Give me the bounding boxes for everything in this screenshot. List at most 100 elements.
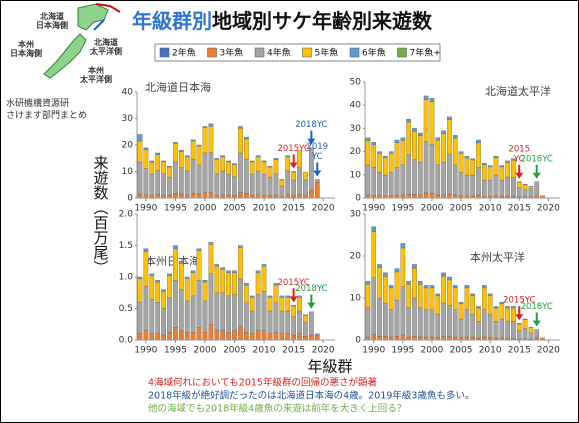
panel-title: 本州太平洋 xyxy=(470,250,525,264)
bar-segment xyxy=(452,137,458,165)
bar-segment xyxy=(400,334,406,341)
bar-segment xyxy=(155,154,161,171)
bar-segment xyxy=(226,270,231,273)
annotation: 2015YC xyxy=(277,278,309,288)
bar-segment xyxy=(238,128,243,154)
map-label-line: 太平洋側 xyxy=(89,46,122,56)
x-tick-label: 2005 xyxy=(450,204,473,214)
bar-segment xyxy=(137,302,143,334)
bar-segment xyxy=(184,155,190,158)
bar-segment xyxy=(522,319,528,329)
legend-label: 6年魚 xyxy=(362,47,386,59)
bar-segment xyxy=(528,332,534,340)
bar-segment xyxy=(476,142,481,168)
bar-segment xyxy=(308,147,314,191)
bar-segment xyxy=(255,170,261,195)
legend-swatch xyxy=(159,47,170,58)
bar-segment xyxy=(400,286,406,336)
bar-segment xyxy=(516,330,522,340)
bar-segment xyxy=(522,184,528,191)
annotation-arrowhead xyxy=(515,172,524,179)
bar-segment xyxy=(377,264,382,268)
bar-segment xyxy=(394,271,400,301)
bar-segment xyxy=(314,334,320,341)
bar-segment xyxy=(243,158,249,194)
bar-segment xyxy=(470,158,476,161)
bar-segment xyxy=(493,157,499,176)
bar-segment xyxy=(423,309,429,338)
bar-segment xyxy=(285,155,291,158)
x-tick-label: 2010 xyxy=(479,346,502,356)
bar-segment xyxy=(429,287,435,310)
x-tick-label: 2005 xyxy=(223,204,246,214)
bar-segment xyxy=(208,123,214,127)
bar-segment xyxy=(291,171,296,173)
bar-segment xyxy=(464,156,470,159)
bar-segment xyxy=(447,276,452,281)
bar-segment xyxy=(371,277,377,335)
bar-segment xyxy=(476,307,481,322)
bar-segment xyxy=(377,298,382,337)
bar-segment xyxy=(522,189,528,197)
bar-segment xyxy=(273,332,279,341)
bar-segment xyxy=(487,293,493,297)
bar-segment xyxy=(249,160,255,163)
annotation-arrowhead xyxy=(313,170,322,177)
bar-segment xyxy=(143,286,149,331)
legend-label: 2年魚 xyxy=(172,47,196,59)
bar-segment xyxy=(394,142,400,168)
bar-segment xyxy=(412,194,417,199)
bar-segment xyxy=(279,333,285,341)
bar-segment xyxy=(173,245,178,249)
bar-segment xyxy=(155,279,161,283)
bar-segment xyxy=(388,172,394,196)
bar-segment xyxy=(365,283,371,308)
bar-segment xyxy=(505,160,510,163)
bar-segment xyxy=(255,272,261,295)
bar-segment xyxy=(383,174,388,197)
bar-segment xyxy=(458,302,464,305)
bar-segment xyxy=(487,165,493,168)
bar-segment xyxy=(303,314,308,316)
annotation-arrowhead xyxy=(289,296,298,303)
bar-segment xyxy=(412,131,417,160)
x-tick-label: 2020 xyxy=(312,204,335,214)
map-label-line: 日本海側 xyxy=(36,20,68,30)
bar-segment xyxy=(441,133,446,163)
bar-segment xyxy=(464,287,470,310)
bar-segment xyxy=(505,177,510,197)
bar-segment xyxy=(267,310,273,334)
bar-segment xyxy=(505,306,510,309)
y-tick-label: 20 xyxy=(350,252,362,262)
bar-segment xyxy=(273,283,279,286)
bar-segment xyxy=(255,330,261,341)
bar-segment xyxy=(285,156,291,172)
bar-segment xyxy=(516,187,522,198)
bar-segment xyxy=(178,167,184,195)
bar-segment xyxy=(243,283,249,286)
coast-line xyxy=(95,3,121,13)
bar-segment xyxy=(161,334,166,341)
bar-segment xyxy=(481,179,487,197)
bar-segment xyxy=(184,278,190,302)
bar-segment xyxy=(470,175,476,197)
bar-segment xyxy=(243,285,249,303)
annotation: 2018YC xyxy=(521,154,553,164)
legend-swatch xyxy=(397,47,407,58)
bar-segment xyxy=(458,172,464,196)
bar-segment xyxy=(243,138,249,160)
note: 他の海域でも2018年級4歳魚の来遊は前年を大きく上回る？ xyxy=(148,403,406,415)
bar-segment xyxy=(137,333,143,341)
annotation: 2018YC xyxy=(521,302,553,312)
bar-segment xyxy=(308,334,314,341)
bar-segment xyxy=(297,297,302,312)
annotation: 2019 xyxy=(306,142,328,152)
bar-segment xyxy=(394,167,400,196)
bar-segment xyxy=(423,99,429,143)
x-tick-label: 2000 xyxy=(420,346,443,356)
bar-segment xyxy=(476,167,481,196)
annotation-arrowhead xyxy=(289,162,298,169)
bar-segment xyxy=(291,171,296,181)
bar-segment xyxy=(202,279,208,283)
bar-segment xyxy=(481,309,487,338)
